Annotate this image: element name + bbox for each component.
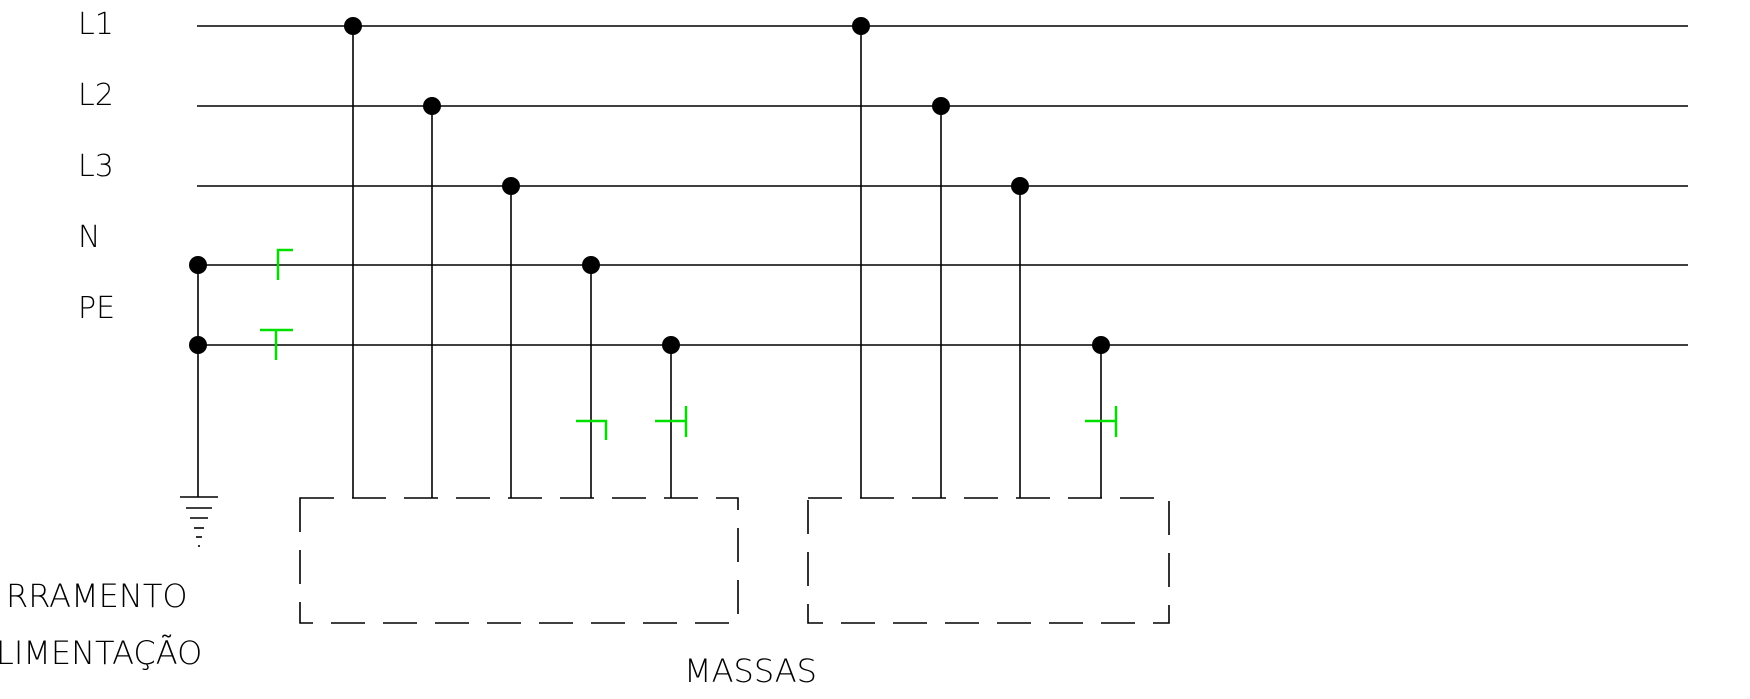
loads-label: MASSAS	[684, 652, 817, 690]
junction-dot-icon	[852, 17, 870, 35]
junction-dot-icon	[502, 177, 520, 195]
label-pe: PE	[78, 291, 115, 326]
junction-dot-icon	[1092, 336, 1110, 354]
junction-dot-icon	[344, 17, 362, 35]
source-label-line-1: RRAMENTO	[6, 577, 188, 615]
junction-dot-icon	[582, 256, 600, 274]
pe-device-symbol-icon	[260, 328, 293, 360]
junction-dot-icon	[932, 97, 950, 115]
junction-dot-icon	[189, 256, 207, 274]
neutral-device-symbol-icon	[576, 419, 608, 440]
label-l2: L2	[78, 78, 114, 113]
junction-dot-icon	[189, 336, 207, 354]
junction-dot-icon	[423, 97, 441, 115]
load-mass-group-2	[807, 497, 1170, 624]
load-mass-group-1	[299, 497, 739, 624]
pe-device-symbol-icon	[655, 406, 688, 437]
pe-device-symbol-icon	[1085, 406, 1118, 437]
junction-dot-icon	[1011, 177, 1029, 195]
label-n: N	[78, 220, 100, 255]
label-l3: L3	[78, 149, 114, 184]
junction-dot-icon	[662, 336, 680, 354]
label-l1: L1	[78, 7, 114, 42]
ground-icon	[180, 496, 218, 547]
source-label-line-2: LIMENTAÇÃO	[0, 634, 202, 672]
neutral-device-symbol-icon	[276, 248, 293, 280]
